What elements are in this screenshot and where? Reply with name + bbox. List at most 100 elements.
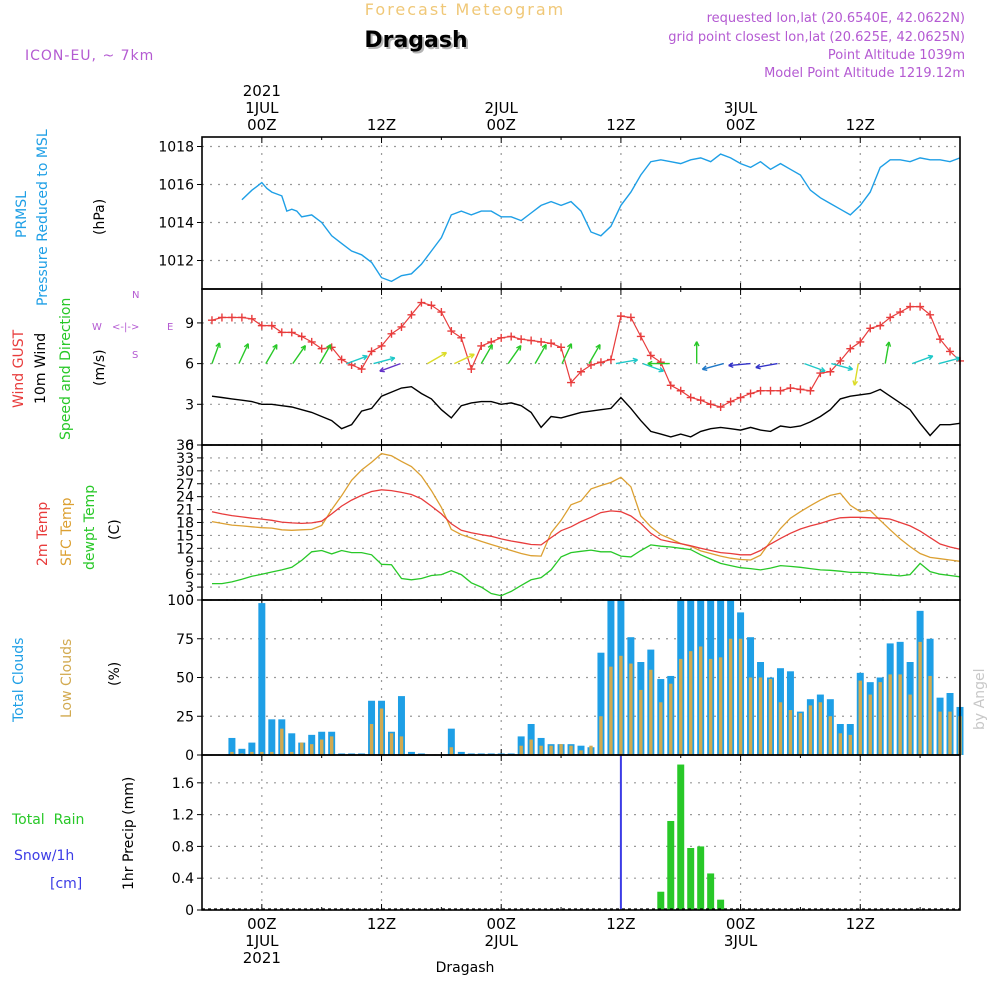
low-cloud-bar <box>928 675 932 755</box>
gust-marker <box>367 347 376 356</box>
top-time-label: 2JUL <box>485 99 519 117</box>
y-tick-label: 18 <box>176 516 194 532</box>
wind-arrow-head <box>389 356 396 362</box>
y-tick-label: 1012 <box>158 254 194 270</box>
gust-marker <box>696 396 705 405</box>
cloud-unit: (%) <box>107 662 123 686</box>
low-cloud-bar <box>639 689 643 755</box>
gust-marker <box>706 400 715 409</box>
prmsl-label: PRMSL <box>14 191 30 238</box>
gust-marker <box>896 308 905 317</box>
gust-marker <box>427 301 436 310</box>
low-cloud-bar <box>300 742 304 755</box>
wind-arrow-head <box>852 380 859 386</box>
wind-arrow-head <box>243 343 250 349</box>
bottom-time-label: 12Z <box>606 915 635 933</box>
requested-coords: requested lon,lat (20.6540E, 42.0622N) <box>707 11 965 26</box>
low-cloud-bar <box>599 716 603 755</box>
y-tick-label: 15 <box>176 528 194 544</box>
wind-arrow <box>938 357 961 365</box>
gust-marker <box>736 393 745 402</box>
low-cloud-bar <box>539 745 543 755</box>
bottom-time-label: 2JUL <box>485 932 519 950</box>
low-cloud-bar <box>848 734 852 755</box>
bottom-time-label: 00Z <box>247 915 276 933</box>
gust-marker <box>547 339 556 348</box>
low-cloud-bar <box>559 744 563 755</box>
low-cloud-bar <box>689 651 693 755</box>
rain-bar <box>717 899 725 910</box>
title-top: Forecast Meteogram <box>365 0 565 19</box>
wind-arrow-head <box>362 354 368 361</box>
gust-marker <box>287 328 296 337</box>
gust-marker <box>826 367 835 376</box>
top-time-label: 3JUL <box>724 99 758 117</box>
bottom-time-label: 00Z <box>487 915 516 933</box>
gust-marker <box>906 302 915 311</box>
low-cloud-bar <box>649 669 653 755</box>
gust-marker <box>387 329 396 338</box>
location-title-shadow: Dragash <box>366 30 469 55</box>
compass-e: E <box>167 322 173 333</box>
total-cloud-bar <box>447 728 455 755</box>
wind-arrow <box>588 344 601 364</box>
cloud-labels: Total Clouds Low Clouds (%) <box>11 638 123 723</box>
gust-marker <box>876 321 885 330</box>
total-cloud-bar <box>597 652 605 755</box>
rain-bar <box>707 873 715 910</box>
wind10-label: 10m Wind <box>33 333 49 404</box>
wind-arrow <box>831 362 853 370</box>
gust-marker <box>786 384 795 393</box>
gust-marker <box>317 344 326 353</box>
gust-marker <box>407 310 416 319</box>
y-tick-label: 1.6 <box>172 776 194 792</box>
low-cloud-bar <box>888 674 892 755</box>
top-time-label: 12Z <box>846 116 875 134</box>
sfc-label: SFC Temp <box>59 497 75 566</box>
low-cloud-bar <box>908 694 912 755</box>
wind-arrow-head <box>632 357 638 364</box>
compass-w: W <box>92 322 102 333</box>
wind-arrow <box>373 357 395 365</box>
wind-arrows <box>211 341 961 386</box>
gust-marker <box>297 332 306 341</box>
low-cloud-bar <box>778 702 783 755</box>
wind-arrow <box>642 362 664 372</box>
precip-axis-label: 1hr Precip (mm) <box>121 777 137 890</box>
wind-arrow-head <box>516 344 522 351</box>
wind-arrow <box>534 344 547 364</box>
temp-labels: 2m Temp SFC Temp dewpt Temp (C) <box>35 485 123 570</box>
compass-rose: W <-|-> E N S <box>92 290 173 361</box>
y-tick-label: 33 <box>176 451 194 467</box>
precipitation-frame <box>201 754 961 911</box>
gust-marker <box>567 378 576 387</box>
wind-arrow-head <box>215 342 221 348</box>
gust-marker <box>606 355 615 364</box>
point-altitude: Point Altitude 1039m <box>828 48 965 63</box>
gust-marker <box>477 341 486 350</box>
gust-marker <box>846 344 855 353</box>
clouds-panel: 0 25 50 75 100 <box>167 593 964 764</box>
low-cloud-bar <box>569 745 573 755</box>
wind-arrow <box>319 344 332 364</box>
wind-arrow <box>292 345 306 365</box>
gust-marker <box>716 403 725 412</box>
low-cloud-bar <box>728 638 733 755</box>
y-tick-label: 1016 <box>158 178 194 194</box>
gust-marker <box>557 343 566 352</box>
low-cloud-bar <box>698 646 703 755</box>
y-tick-label: 21 <box>176 503 194 519</box>
model-altitude: Model Point Altitude 1219.12m <box>764 66 965 81</box>
gust-marker <box>437 308 446 317</box>
gust-marker <box>577 367 585 376</box>
y-tick-label: 3 <box>185 580 194 596</box>
low-cloud-bar <box>818 702 823 755</box>
wind-arrow-head <box>728 362 734 369</box>
gust-marker <box>596 358 605 367</box>
low-cloud-bar <box>589 745 593 755</box>
wind-arrow <box>379 362 401 372</box>
gust-marker <box>806 386 815 395</box>
gust-marker <box>447 327 456 336</box>
gust-marker <box>816 369 825 378</box>
